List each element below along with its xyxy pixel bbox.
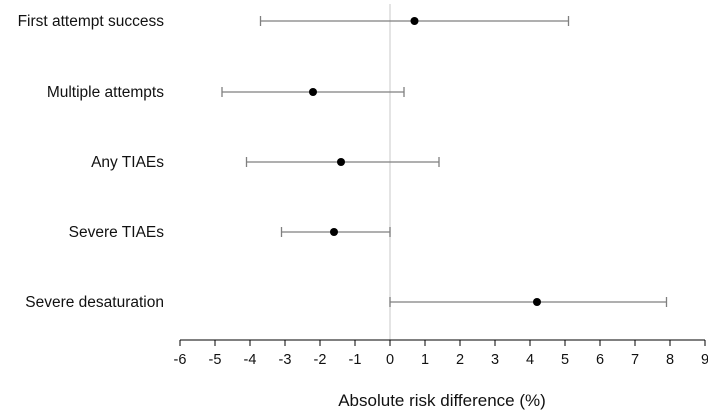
point-estimate [337, 158, 345, 166]
confidence-interval-layer [221, 16, 668, 307]
x-tick-label: -5 [209, 352, 222, 368]
x-tick-label: 3 [491, 352, 499, 368]
x-tick-label: -4 [244, 352, 257, 368]
x-tick-label: 6 [596, 352, 604, 368]
x-tick-label: 9 [701, 352, 708, 368]
x-tick-label: -3 [279, 352, 292, 368]
x-axis: -6 -5 -4 -3 -2 -1 0 1 2 3 4 5 6 7 8 9 [174, 339, 708, 368]
x-tick-label: 7 [631, 352, 639, 368]
point-estimate [309, 88, 317, 96]
category-label: Severe TIAEs [69, 224, 165, 241]
x-axis-title: Absolute risk difference (%) [338, 391, 546, 410]
x-tick-label: 5 [561, 352, 569, 368]
point-estimates [309, 17, 541, 306]
category-label: Severe desaturation [25, 294, 164, 311]
category-labels: First attempt success Multiple attempts An… [18, 13, 165, 311]
x-tick-label: 0 [386, 352, 394, 368]
x-tick-label: 2 [456, 352, 464, 368]
point-estimate [410, 17, 419, 25]
point-estimate [330, 228, 338, 236]
x-tick-label: -2 [314, 352, 327, 368]
x-tick-label: -6 [174, 352, 187, 368]
x-tick-label: 1 [421, 352, 429, 368]
point-estimate [533, 298, 541, 306]
x-tick-label: 4 [526, 352, 534, 368]
category-label: Multiple attempts [47, 84, 164, 101]
category-label: Any TIAEs [91, 154, 164, 171]
category-label: First attempt success [18, 13, 165, 30]
x-tick-label: 8 [666, 352, 674, 368]
x-tick-label: -1 [349, 352, 362, 368]
